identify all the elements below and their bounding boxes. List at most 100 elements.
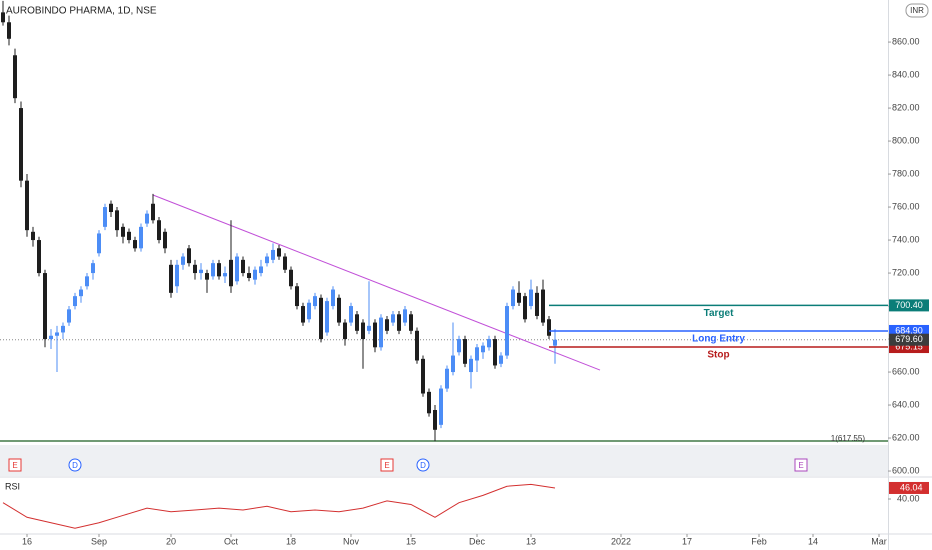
x-tick-label: 15 bbox=[406, 536, 416, 546]
candle-body bbox=[481, 345, 485, 353]
candle-body bbox=[271, 249, 275, 260]
candle-body bbox=[193, 264, 197, 274]
trendline bbox=[152, 194, 601, 371]
candle-body bbox=[523, 296, 527, 320]
candle-body bbox=[205, 273, 209, 280]
event-label: E bbox=[384, 461, 389, 470]
candle-body bbox=[1, 12, 5, 23]
candle-body bbox=[31, 231, 35, 241]
candle-body bbox=[175, 264, 179, 287]
x-tick-label: 2022 bbox=[611, 536, 631, 546]
x-tick-label: 14 bbox=[808, 536, 818, 546]
candle-body bbox=[49, 335, 53, 340]
y-tick-label: 660.00 bbox=[892, 366, 920, 376]
candle-body bbox=[127, 231, 131, 241]
candle-body bbox=[475, 347, 479, 361]
candle-body bbox=[409, 314, 413, 331]
candle-body bbox=[139, 226, 143, 249]
rsi-value-box bbox=[889, 481, 929, 494]
chart-title: AUROBINDO PHARMA, 1D, NSE bbox=[6, 6, 157, 17]
candle-body bbox=[421, 358, 425, 394]
price-label: 675.15 bbox=[895, 341, 923, 351]
y-tick-label: 820.00 bbox=[892, 102, 920, 112]
price-label-box bbox=[889, 299, 929, 312]
low-annotation: 1(617.55) bbox=[831, 434, 866, 443]
level-name: Target bbox=[704, 308, 734, 319]
candle-body bbox=[265, 256, 269, 264]
candle-body bbox=[373, 322, 377, 348]
candle-body bbox=[79, 289, 83, 297]
candle-body bbox=[289, 269, 293, 287]
candle-body bbox=[313, 296, 317, 307]
candle-body bbox=[457, 339, 461, 353]
candle-body bbox=[379, 317, 383, 348]
candle-body bbox=[25, 180, 29, 231]
y-tick-label: 780.00 bbox=[892, 168, 920, 178]
candle-body bbox=[91, 263, 95, 274]
x-tick-label: 13 bbox=[526, 536, 536, 546]
currency-badge bbox=[905, 3, 929, 18]
candle-body bbox=[235, 256, 239, 282]
candle-body bbox=[469, 358, 473, 373]
candle-body bbox=[517, 292, 521, 303]
candle-body bbox=[319, 297, 323, 340]
event-marker bbox=[416, 458, 430, 472]
y-tick-label: 860.00 bbox=[892, 36, 920, 46]
event-label: D bbox=[72, 461, 78, 470]
candle-body bbox=[553, 339, 557, 346]
candle-body bbox=[385, 319, 389, 331]
candle-body bbox=[391, 314, 395, 323]
rsi-value-label: 46.04 bbox=[900, 482, 923, 492]
candle-body bbox=[229, 259, 233, 287]
candle-body bbox=[247, 273, 251, 279]
candle-body bbox=[415, 330, 419, 361]
candle-body bbox=[331, 289, 335, 307]
candle-body bbox=[403, 309, 407, 323]
candle-body bbox=[259, 266, 263, 274]
candle-body bbox=[211, 263, 215, 277]
candle-body bbox=[277, 248, 281, 257]
x-tick-label: 17 bbox=[682, 536, 692, 546]
candle-body bbox=[529, 289, 533, 307]
event-label: E bbox=[12, 461, 17, 470]
event-marker bbox=[380, 458, 394, 472]
candle-body bbox=[7, 22, 11, 39]
candle-body bbox=[493, 339, 497, 366]
candle-body bbox=[109, 203, 113, 213]
x-tick-label: Mar bbox=[871, 536, 887, 546]
candle-body bbox=[343, 322, 347, 340]
candle-body bbox=[223, 273, 227, 277]
candle-body bbox=[487, 339, 491, 348]
price-label: 684.90 bbox=[895, 325, 923, 335]
candle-body bbox=[241, 259, 245, 274]
candle-body bbox=[67, 309, 71, 323]
price-label: 679.60 bbox=[895, 334, 923, 344]
event-marker bbox=[794, 458, 808, 472]
candle-body bbox=[13, 55, 17, 99]
y-tick-label: 640.00 bbox=[892, 399, 920, 409]
x-tick-label: Feb bbox=[751, 536, 767, 546]
candle-body bbox=[43, 273, 47, 340]
candle-body bbox=[499, 355, 503, 364]
candle-body bbox=[445, 368, 449, 389]
candle-body bbox=[283, 256, 287, 270]
level-name: Stop bbox=[707, 350, 729, 361]
y-tick-label: 40.00 bbox=[897, 493, 920, 503]
candle-body bbox=[151, 203, 155, 221]
y-tick-label: 720.00 bbox=[892, 267, 920, 277]
candle-body bbox=[547, 319, 551, 336]
price-label: 700.40 bbox=[895, 300, 923, 310]
candle-body bbox=[145, 213, 149, 224]
candle-body bbox=[439, 388, 443, 425]
y-tick-label: 760.00 bbox=[892, 201, 920, 211]
y-tick-label: 740.00 bbox=[892, 234, 920, 244]
x-tick-label: 16 bbox=[22, 536, 32, 546]
candle-body bbox=[295, 286, 299, 307]
candle-body bbox=[451, 355, 455, 373]
candle-body bbox=[181, 256, 185, 265]
candle-body bbox=[307, 302, 311, 320]
price-label-box bbox=[889, 333, 929, 346]
x-tick-label: 20 bbox=[166, 536, 176, 546]
